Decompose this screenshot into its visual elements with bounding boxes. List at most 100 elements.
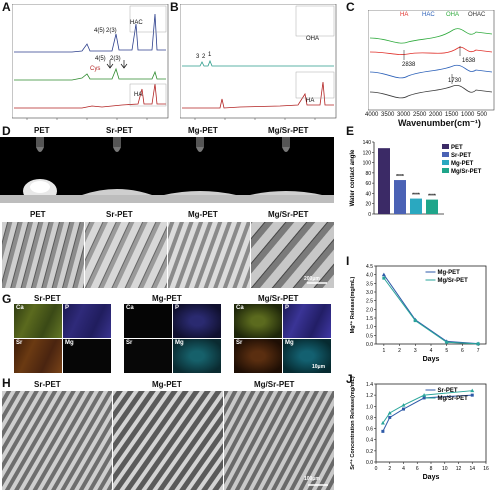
ftir-xtick-5: 1500 (445, 112, 459, 118)
panel-label-g: G (2, 292, 12, 306)
h-title-mg: Mg-PET (152, 380, 182, 389)
e-legend-swatch-2 (442, 160, 449, 165)
e-ytick-label: 120 (363, 150, 372, 156)
j-ytick-label: 0.0 (366, 460, 373, 466)
i-point-1-1 (413, 319, 417, 323)
e-legend-label-1: Sr-PET (451, 153, 471, 159)
ftir-annot-2838: 2838 (402, 62, 416, 68)
e-bar-3 (426, 199, 438, 214)
panel-label-j: J (346, 372, 353, 386)
j-point-0-1 (388, 415, 392, 419)
i-series-line-1 (383, 277, 479, 345)
e-legend-label-0: PET (451, 145, 463, 151)
j-point-0-2 (402, 407, 405, 411)
d-bottom-label-pet: PET (30, 210, 46, 219)
mg-release-chart: 0.0 0.5 1.0 1.5 2.0 2.5 3.0 3.5 4.0 4.5 1 2 3 4 5 6 7 Day… (349, 264, 487, 363)
nmr-a-hac-label: HAC (130, 20, 143, 26)
i-ytick-label: 3.0 (366, 290, 373, 296)
ftir-legend-ha: HA (400, 12, 409, 18)
h-title-mgsr: Mg/Sr-PET (254, 380, 295, 389)
g-mgsr-sr-map: Sr (234, 339, 282, 373)
g-mg-mg-map: Mg (173, 339, 221, 373)
nmr-b-ha-label: HA (306, 98, 315, 104)
e-sig-2: **** (412, 193, 420, 199)
ftir-legend-oha: OHA (446, 12, 460, 18)
g-mgsr-ca-label: Ca (236, 305, 244, 311)
d-top-label-mg: Mg-PET (188, 126, 218, 135)
i-legend-label-0: Mg-PET (438, 270, 461, 276)
nmr-a-plot (12, 4, 169, 120)
ftir-plot (368, 10, 495, 111)
sr-release-chart: 0.0 0.2 0.4 0.6 0.8 1.0 1.2 1.4 0 2 4 6 8 10 12 14 16 Day… (349, 376, 489, 481)
j-legend-label-1: Mg/Sr-PET (438, 396, 469, 402)
i-point-1-3 (476, 342, 480, 346)
i-ytick-label: 0.5 (366, 333, 373, 339)
i-legend-label-1: Mg/Sr-PET (438, 278, 469, 284)
j-xtick-label: 14 (469, 466, 475, 472)
e-bar-2 (410, 198, 422, 214)
i-ytick-label: 0.0 (366, 342, 373, 348)
h-scalebar: 100μm (304, 476, 320, 482)
j-xtick-label: 16 (483, 466, 489, 472)
e-ytick-label: 20 (365, 202, 371, 208)
ftir-xtick-7: 500 (477, 112, 488, 118)
i-ytick-label: 2.5 (366, 299, 373, 305)
i-xtick-label: 7 (477, 348, 480, 354)
j-point-0-0 (381, 429, 385, 433)
panel-label-i: I (346, 254, 350, 268)
g-sr-mg-map: Mg (63, 339, 111, 373)
d-bottom-label-mg: Mg-PET (188, 210, 218, 219)
g-sr-sr-label: Sr (16, 340, 23, 346)
j-xtick-label: 0 (375, 466, 378, 472)
panel-label-d: D (2, 124, 11, 138)
nmr-a-ha-label: HA (134, 92, 143, 98)
sem-f-strip (2, 222, 334, 288)
e-bar-1 (394, 180, 406, 214)
j-ytick-label: 0.8 (366, 415, 373, 421)
i-xtick-label: 5 (445, 348, 448, 354)
e-ytick-label: 0 (368, 212, 371, 218)
e-sig-3: **** (428, 194, 436, 200)
nmr-b-peak-2: 2 (202, 54, 206, 60)
g-sr-p-map: P (63, 304, 111, 338)
g-sr-ca-map: Ca (14, 304, 62, 338)
e-legend-swatch-0 (442, 144, 449, 149)
g-mg-ca-label: Ca (126, 305, 134, 311)
ftir-xtick-4: 2000 (429, 112, 443, 118)
panel-label-a: A (2, 0, 11, 14)
nmr-a-cys-label: Cys (90, 66, 101, 72)
g-sr-mg-label: Mg (65, 340, 74, 346)
g-group-label-mgsr: Mg/Sr-PET (258, 294, 299, 303)
g-mgsr-mg-map: Mg (283, 339, 331, 373)
h-title-sr: Sr-PET (34, 380, 61, 389)
i-ytick-label: 4.5 (366, 264, 373, 270)
j-xtick-label: 10 (442, 466, 448, 472)
panel-label-e: E (346, 124, 355, 138)
ftir-xtick-6: 1000 (461, 112, 475, 118)
j-xtick-label: 6 (416, 466, 419, 472)
nmr-a-peak-label-1: 4(5) (94, 28, 105, 34)
i-ytick-label: 2.0 (366, 307, 373, 313)
j-xtick-label: 8 (430, 466, 433, 472)
e-ytick-label: 80 (365, 171, 371, 177)
e-legend-label-3: Mg/Sr-PET (451, 169, 482, 175)
j-ytick-label: 0.6 (366, 427, 373, 433)
nmr-b-peak-3: 3 (196, 54, 200, 60)
contact-angle-images (0, 137, 334, 203)
j-ytick-label: 0.2 (366, 449, 373, 455)
i-xtick-label: 4 (430, 348, 433, 354)
i-xlabel: Days (423, 356, 440, 363)
ftir-annot-1638: 1638 (462, 58, 476, 64)
d-top-label-pet: PET (34, 126, 50, 135)
ftir-annot-1730: 1730 (448, 78, 462, 84)
i-ytick-label: 4.0 (366, 273, 373, 279)
i-ytick-label: 1.0 (366, 325, 373, 331)
j-xlabel: Days (423, 474, 440, 481)
ftir-xtick-0: 4000 (365, 112, 379, 118)
j-legend-label-0: Sr-PET (438, 388, 458, 394)
i-ytick-label: 1.5 (366, 316, 373, 322)
e-sig-1: **** (396, 174, 404, 180)
g-sr-ca-label: Ca (16, 305, 24, 311)
sem-f-images (2, 222, 334, 288)
